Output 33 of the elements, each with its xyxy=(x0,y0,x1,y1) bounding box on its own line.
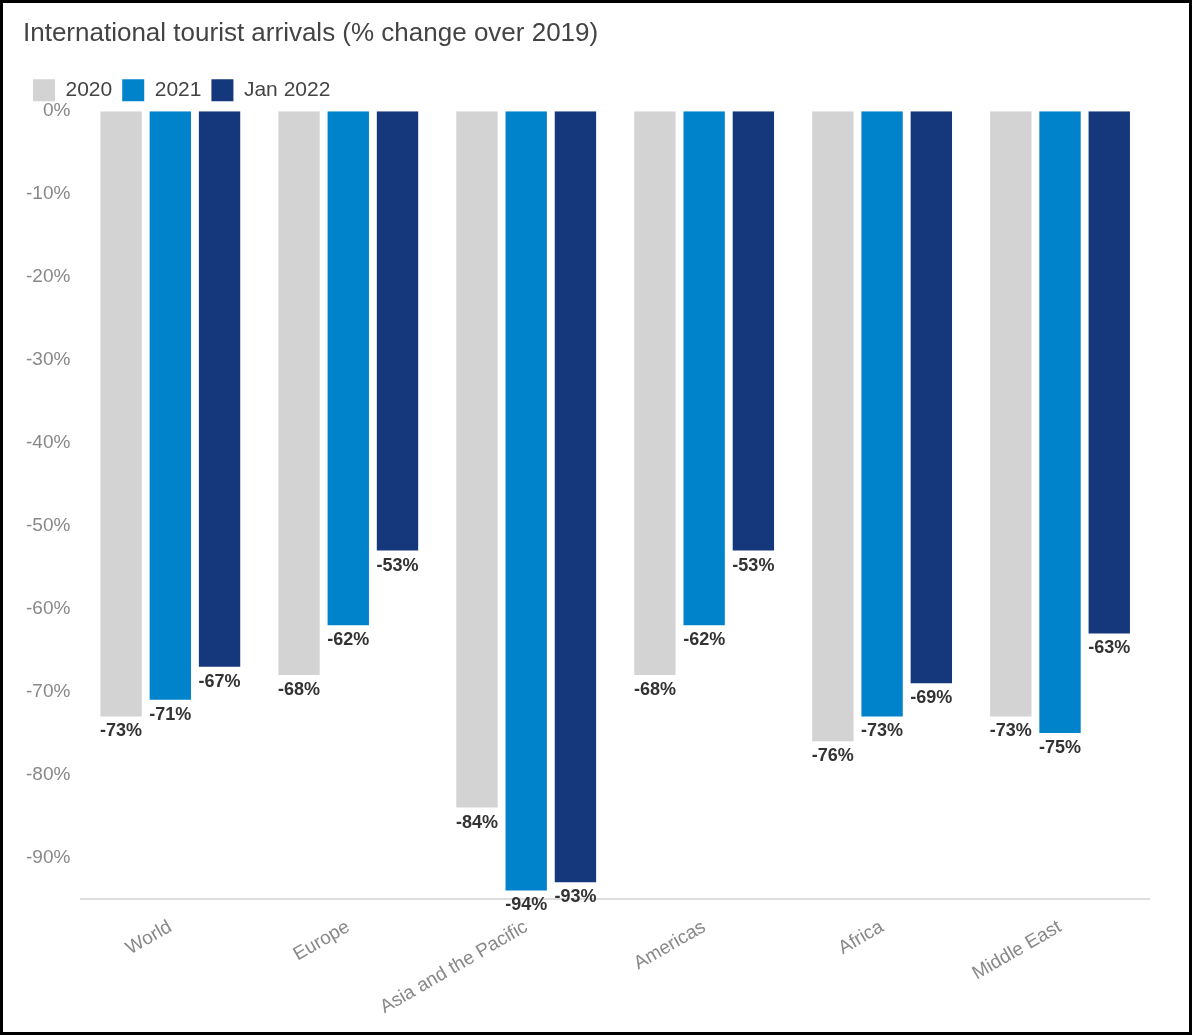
data-label: -75% xyxy=(1039,736,1082,757)
legend-label: 2021 xyxy=(154,77,202,100)
data-label: -62% xyxy=(327,629,370,650)
chart-title: International tourist arrivals (% change over 2019) xyxy=(23,16,599,47)
y-tick-label: -70% xyxy=(26,679,71,701)
data-label: -93% xyxy=(554,886,597,907)
legend-label: Jan 2022 xyxy=(243,77,331,100)
y-tick-label: -10% xyxy=(26,182,71,204)
data-label: -53% xyxy=(732,554,775,575)
data-label: -76% xyxy=(811,745,854,766)
data-label: -63% xyxy=(1088,637,1131,658)
y-tick-label: -60% xyxy=(26,596,71,618)
data-label: -67% xyxy=(198,670,241,691)
y-tick-label: -20% xyxy=(26,265,71,287)
data-label: -62% xyxy=(683,629,726,650)
data-label: -69% xyxy=(910,687,953,708)
data-label: -68% xyxy=(278,678,321,699)
data-label: -84% xyxy=(455,811,498,832)
y-tick-label: -90% xyxy=(26,845,71,867)
data-label: -73% xyxy=(100,720,143,741)
x-tick-label: Africa xyxy=(834,915,888,958)
data-label: -71% xyxy=(149,703,192,724)
y-tick-label: -40% xyxy=(26,431,71,453)
legend-label: 2020 xyxy=(65,77,113,100)
data-label: -73% xyxy=(989,720,1032,741)
y-tick-label: -50% xyxy=(26,513,71,535)
y-tick-label: 0% xyxy=(42,99,71,121)
y-tick-label: -80% xyxy=(26,762,71,784)
data-label: -73% xyxy=(861,720,904,741)
data-label: -68% xyxy=(633,678,676,699)
y-tick-label: -30% xyxy=(26,348,71,370)
data-label: -53% xyxy=(376,554,419,575)
data-label: -94% xyxy=(505,894,548,915)
